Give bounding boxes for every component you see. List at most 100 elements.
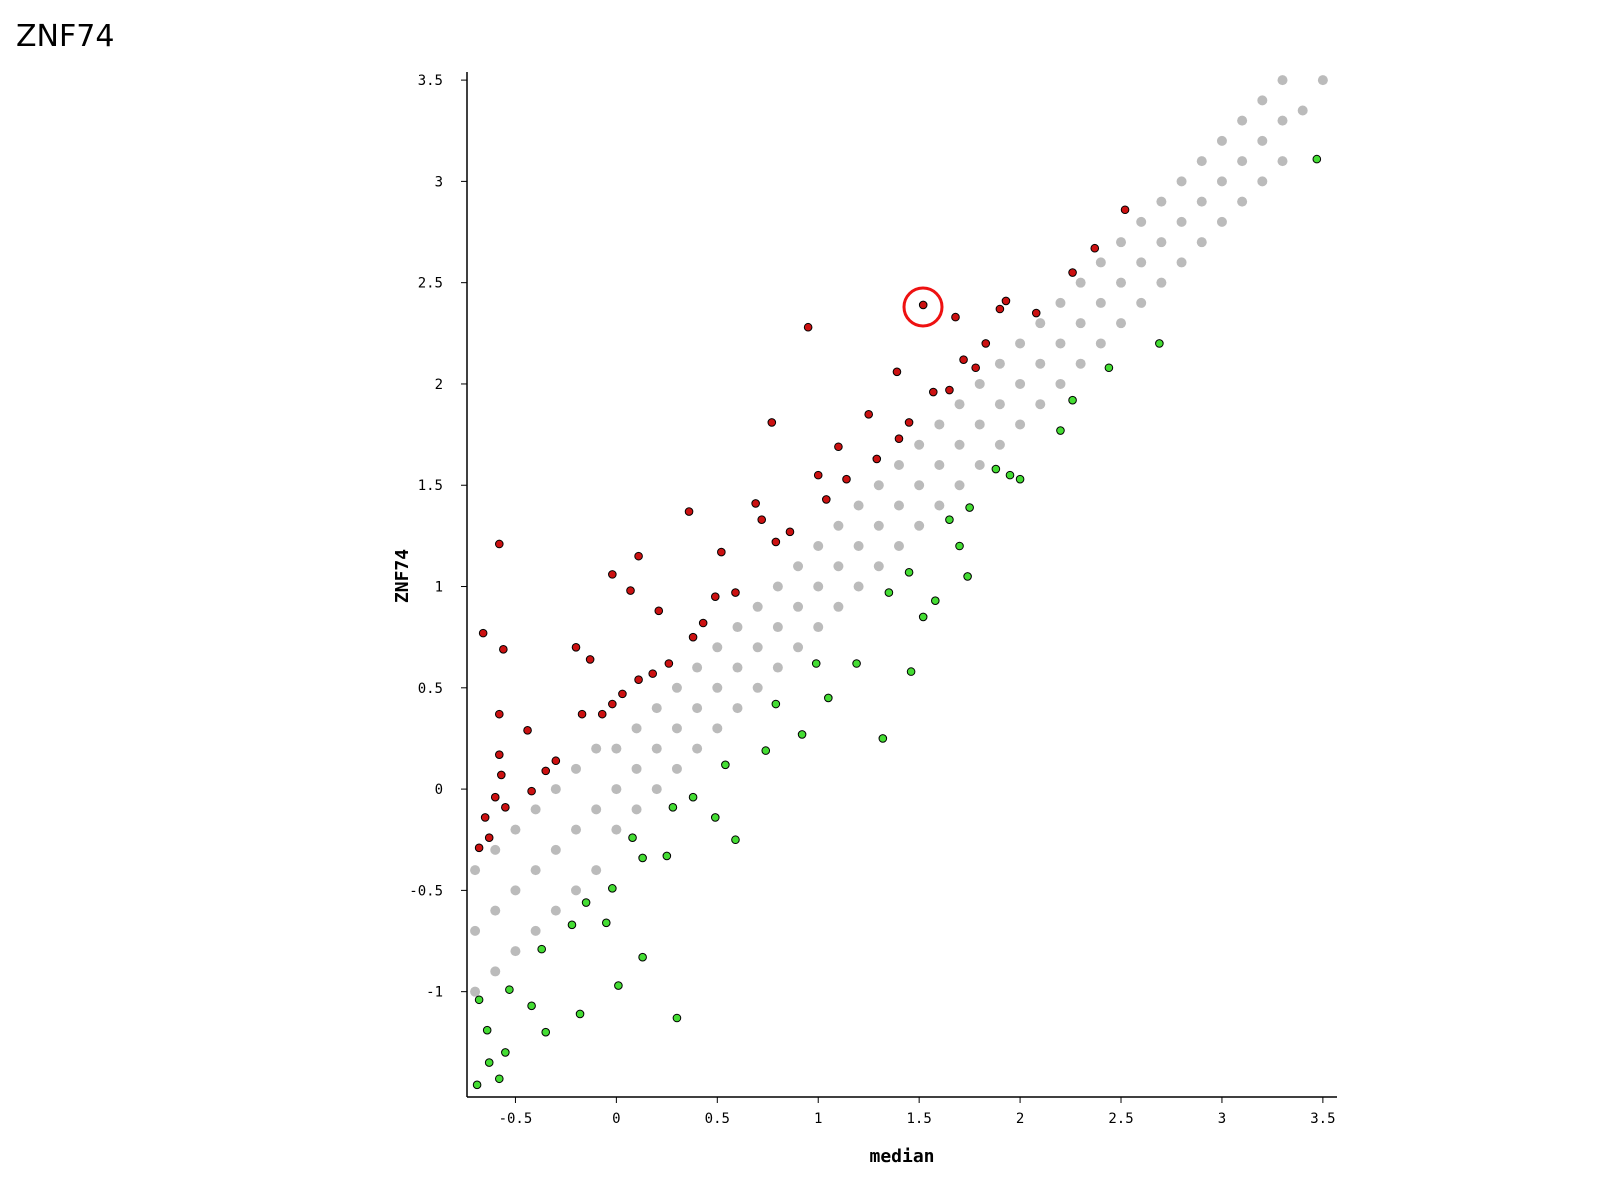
point — [752, 601, 763, 612]
point — [631, 763, 642, 774]
point — [981, 339, 991, 348]
point — [934, 459, 945, 470]
point — [842, 474, 851, 484]
point — [1095, 257, 1106, 268]
point — [894, 434, 904, 443]
point — [1237, 115, 1248, 126]
point — [1035, 358, 1046, 369]
point — [631, 804, 642, 815]
point — [893, 500, 904, 511]
point — [873, 480, 884, 491]
point — [668, 803, 678, 812]
point — [1120, 205, 1130, 215]
y-tick-label: 2.5 — [418, 276, 443, 292]
point — [833, 561, 844, 572]
highlight-circle — [902, 286, 944, 328]
point — [571, 763, 582, 774]
point — [470, 986, 481, 997]
point — [731, 835, 740, 845]
point — [793, 561, 804, 572]
point — [974, 378, 985, 389]
y-tick-label: 3.5 — [418, 73, 443, 89]
point — [1317, 75, 1328, 86]
point — [1297, 105, 1308, 116]
x-tick-label: 0.5 — [705, 1111, 730, 1127]
point — [757, 515, 767, 524]
point — [853, 541, 864, 552]
point — [1055, 338, 1066, 349]
point — [995, 304, 1005, 314]
y-tick-label: 2 — [435, 377, 443, 393]
point — [478, 628, 488, 638]
point — [797, 730, 807, 739]
point — [654, 606, 664, 616]
point — [1031, 308, 1041, 318]
point — [813, 622, 824, 633]
point — [822, 495, 831, 504]
point — [482, 1025, 492, 1035]
point — [1035, 318, 1046, 329]
point — [470, 865, 481, 876]
point — [906, 667, 916, 676]
point — [974, 419, 985, 430]
point — [692, 743, 703, 754]
point — [651, 703, 662, 714]
point — [732, 622, 743, 633]
point — [771, 537, 781, 547]
point — [1312, 154, 1322, 164]
point — [771, 699, 781, 709]
point — [853, 581, 864, 592]
point — [499, 645, 508, 654]
point — [684, 507, 694, 516]
point — [824, 693, 833, 703]
x-tick-label: 1 — [814, 1111, 822, 1127]
point — [577, 709, 587, 719]
point — [527, 786, 536, 796]
point — [494, 539, 504, 549]
point — [892, 367, 902, 377]
point — [671, 682, 682, 693]
point — [1136, 216, 1147, 227]
point — [853, 500, 864, 511]
point — [501, 803, 510, 812]
point — [873, 520, 884, 531]
y-tick-label: 1.5 — [418, 478, 443, 494]
point — [634, 675, 643, 685]
point — [611, 743, 622, 754]
x-tick-label: 0 — [612, 1111, 620, 1127]
point — [761, 746, 771, 755]
point — [834, 442, 843, 452]
point — [1015, 474, 1025, 484]
point — [634, 551, 643, 561]
point — [1216, 135, 1227, 146]
point — [541, 1027, 551, 1037]
point — [951, 312, 960, 322]
point — [1257, 135, 1268, 146]
point — [833, 601, 844, 612]
point — [530, 865, 541, 876]
point — [813, 581, 824, 592]
point — [1277, 156, 1288, 167]
point — [813, 470, 823, 480]
point — [608, 884, 617, 893]
point — [571, 642, 581, 652]
y-tick-label: -1 — [426, 985, 443, 1001]
point — [672, 1013, 682, 1023]
point — [608, 570, 617, 579]
point — [490, 844, 501, 855]
point — [688, 632, 698, 642]
y-tick-label: 3 — [435, 174, 443, 190]
point — [945, 515, 954, 524]
point — [732, 662, 743, 673]
point — [1156, 237, 1167, 248]
point — [752, 642, 763, 653]
x-tick-label: 2 — [1016, 1111, 1024, 1127]
point — [585, 655, 595, 664]
point — [638, 952, 647, 962]
point — [527, 1001, 536, 1011]
point — [692, 703, 703, 714]
point — [470, 925, 481, 936]
point — [811, 659, 821, 668]
point — [571, 885, 582, 896]
point — [1001, 296, 1011, 306]
